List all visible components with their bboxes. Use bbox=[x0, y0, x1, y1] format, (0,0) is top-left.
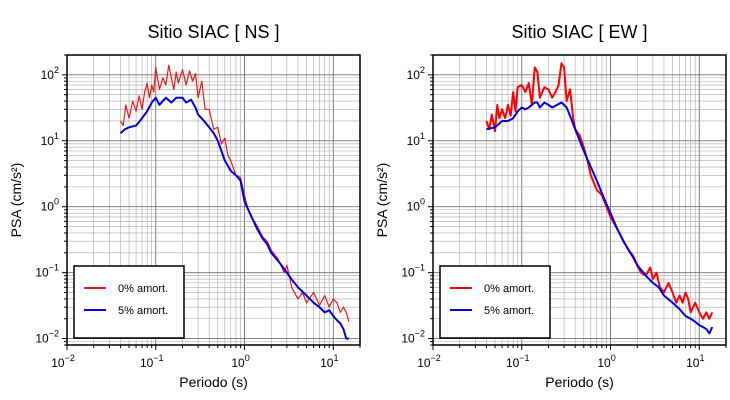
y-tick-label: 10−1 bbox=[35, 263, 59, 280]
x-axis-label: Periodo (s) bbox=[179, 374, 247, 390]
x-tick-label: 100 bbox=[597, 353, 615, 370]
x-tick-label: 10−2 bbox=[417, 353, 441, 370]
series-line-0pct bbox=[119, 64, 350, 322]
x-axis-label: Periodo (s) bbox=[545, 374, 613, 390]
legend-box bbox=[439, 265, 551, 339]
legend-label-0pct: 0% amort. bbox=[484, 283, 534, 295]
legend-box bbox=[73, 265, 185, 339]
plot-frame bbox=[66, 54, 361, 346]
x-tick-label: 10−2 bbox=[51, 353, 75, 370]
x-tick-label: 100 bbox=[231, 353, 249, 370]
panel-ns: 10−2 10−1 100 101 10−2 10−1 100 101 102 Sitio SIA… bbox=[8, 22, 361, 390]
y-tick-label: 100 bbox=[407, 197, 425, 214]
chart-title: Sitio SIAC [ NS ] bbox=[147, 22, 279, 42]
y-axis-label: PSA (cm/s²) bbox=[374, 163, 390, 238]
y-tick-label: 10−2 bbox=[401, 329, 425, 346]
x-tick-label: 10−1 bbox=[140, 353, 164, 370]
y-tick-label: 100 bbox=[41, 197, 59, 214]
y-tick-label: 10−1 bbox=[401, 263, 425, 280]
legend: 0% amort. 5% amort. bbox=[73, 265, 185, 339]
legend: 0% amort. 5% amort. bbox=[439, 265, 551, 339]
series-line-0pct bbox=[485, 62, 714, 320]
series-line-5pct bbox=[486, 101, 714, 335]
y-axis-label: PSA (cm/s²) bbox=[8, 163, 24, 238]
y-tick-label: 102 bbox=[407, 65, 425, 82]
y-tick-label: 10−2 bbox=[35, 329, 59, 346]
plot-frame bbox=[432, 54, 727, 346]
x-tick-label: 101 bbox=[686, 353, 704, 370]
chart-title: Sitio SIAC [ EW ] bbox=[511, 22, 647, 42]
legend-label-0pct: 0% amort. bbox=[118, 283, 168, 295]
series-line-5pct bbox=[119, 96, 349, 340]
panel-ew: 10−2 10−1 100 101 10−2 10−1 100 101 102 Sitio SIA… bbox=[374, 22, 727, 390]
legend-label-5pct: 5% amort. bbox=[118, 305, 168, 317]
legend-label-5pct: 5% amort. bbox=[484, 305, 534, 317]
y-tick-label: 101 bbox=[41, 131, 59, 148]
y-tick-label: 102 bbox=[41, 65, 59, 82]
x-tick-label: 10−1 bbox=[506, 353, 530, 370]
x-tick-label: 101 bbox=[320, 353, 338, 370]
y-tick-label: 101 bbox=[407, 131, 425, 148]
